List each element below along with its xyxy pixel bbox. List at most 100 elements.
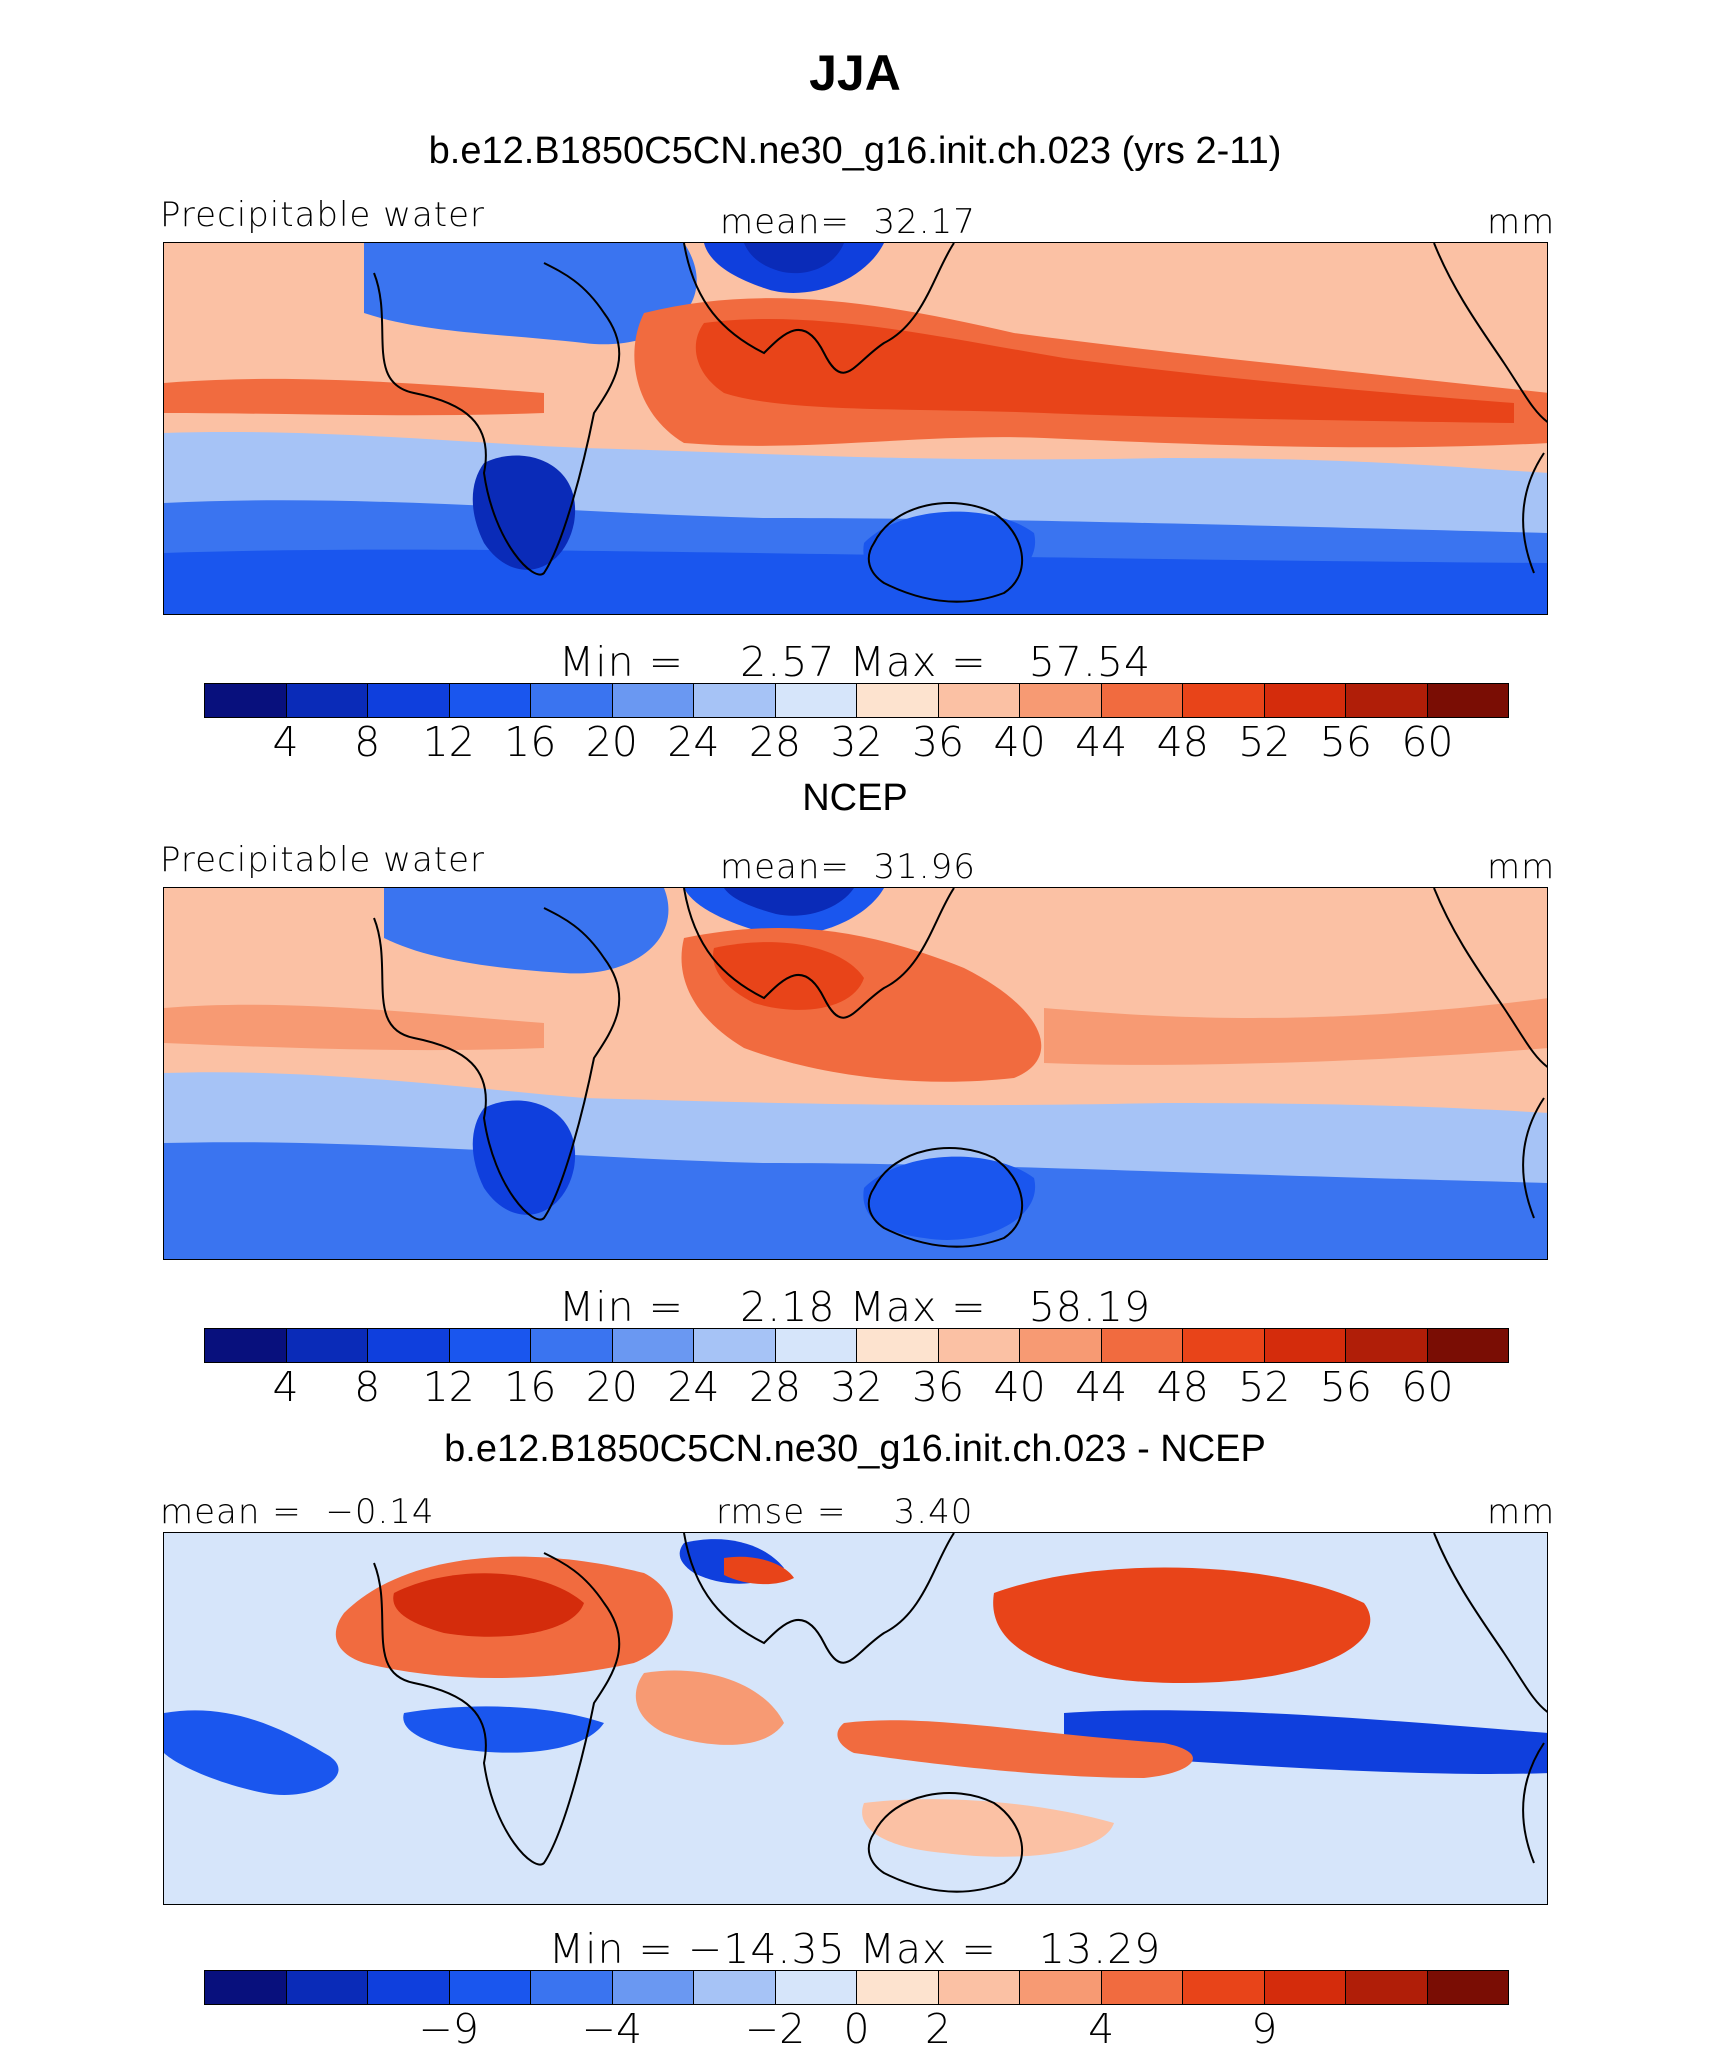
colorbar-swatch <box>612 1971 694 2004</box>
colorbar-swatch <box>1020 1971 1102 2004</box>
colorbar-swatch <box>775 1329 857 1362</box>
panel-2-map <box>163 887 1548 1260</box>
tick-label: 40 <box>993 1363 1046 1411</box>
colorbar-swatch <box>694 684 776 717</box>
tick-label: 32 <box>830 1363 883 1411</box>
colorbar-swatch <box>857 1971 939 2004</box>
panel-2-tick-labels: 4 8 12 16 20 24 28 32 36 40 44 48 52 56 60 <box>0 1363 1710 1413</box>
colorbar-swatch <box>286 684 368 717</box>
panel-3-map <box>163 1532 1548 1905</box>
panel-3-colorbar <box>204 1970 1509 2005</box>
panel-1-min-max: Min = 2.57 Max = 57.54 <box>558 638 1152 686</box>
colorbar-swatch <box>205 1329 287 1362</box>
colorbar-swatch <box>531 1971 613 2004</box>
colorbar-swatch <box>449 684 531 717</box>
tick-label: 56 <box>1319 718 1372 766</box>
south-pacific-positive <box>862 1799 1114 1857</box>
tick-label: 60 <box>1401 1363 1454 1411</box>
colorbar-swatch <box>449 1971 531 2004</box>
tibet-core <box>744 243 844 274</box>
north-africa-dry <box>384 888 669 974</box>
coastline-asia <box>683 888 955 1019</box>
coastline-australia <box>867 1792 1023 1893</box>
coastline-australia <box>867 502 1023 603</box>
panel-3-units-label: mm <box>1487 1492 1556 1532</box>
figure-title: JJA <box>809 45 901 101</box>
tick-label: 36 <box>911 718 965 766</box>
tibet-core <box>724 888 854 916</box>
australia-dry <box>863 1156 1036 1240</box>
colorbar-swatch <box>286 1971 368 2004</box>
tick-label: 44 <box>1075 718 1128 766</box>
panel-1-map <box>163 242 1548 615</box>
north-pacific-positive <box>993 1567 1371 1683</box>
colorbar-swatch <box>1264 1329 1346 1362</box>
north-africa-core <box>393 1573 584 1637</box>
coastline-americas <box>1433 1533 1547 1864</box>
tick-label: 28 <box>748 1363 802 1411</box>
tick-label: 8 <box>354 1363 381 1411</box>
tropical-band-negative <box>164 1710 339 1795</box>
colorbar-swatch <box>368 684 450 717</box>
coastline-asia <box>683 1533 955 1664</box>
australia-dry <box>863 511 1036 595</box>
colorbar-swatch <box>368 1329 450 1362</box>
tick-label: 4 <box>272 1363 299 1411</box>
colorbar-swatch <box>1020 1329 1102 1362</box>
tick-label: 20 <box>585 1363 638 1411</box>
tibet-dipole-positive <box>724 1556 794 1585</box>
africa-negative <box>403 1706 604 1753</box>
tick-label: 24 <box>667 718 720 766</box>
tick-label: 2 <box>925 2005 952 2053</box>
colorbar-swatch <box>1183 1329 1265 1362</box>
tick-label: 52 <box>1238 1363 1291 1411</box>
panel-1-title: b.e12.B1850C5CN.ne30_g16.init.ch.023 (yr… <box>428 130 1282 172</box>
colorbar-swatch <box>857 684 939 717</box>
coastline <box>373 262 621 576</box>
tick-label: 0 <box>843 2005 870 2053</box>
tick-label: 8 <box>354 718 381 766</box>
colorbar-swatch <box>938 1971 1020 2004</box>
colorbar-swatch <box>1101 1971 1183 2004</box>
tick-label: 48 <box>1156 1363 1209 1411</box>
tick-label: 16 <box>504 718 557 766</box>
tick-label: 12 <box>422 718 475 766</box>
panel-2-title: NCEP <box>802 777 908 819</box>
coastline-asia <box>683 243 955 374</box>
india-positive <box>635 1670 784 1745</box>
tick-label: 48 <box>1156 718 1209 766</box>
colorbar-swatch <box>612 1329 694 1362</box>
colorbar-swatch <box>938 1329 1020 1362</box>
colorbar-swatch <box>1346 684 1428 717</box>
itcz-africa <box>164 378 544 416</box>
panel-2-units-label: mm <box>1487 847 1556 887</box>
coastline <box>373 907 621 1221</box>
colorbar-swatch <box>1264 1971 1346 2004</box>
tick-label: −2 <box>744 2005 806 2053</box>
panel-3-mean-label: mean = −0.14 <box>160 1492 435 1532</box>
colorbar-swatch <box>531 684 613 717</box>
coastline-americas <box>1433 243 1547 574</box>
colorbar-swatch <box>1427 1329 1508 1362</box>
tick-label: 40 <box>993 718 1046 766</box>
colorbar-swatch <box>612 684 694 717</box>
pacific-band <box>1044 998 1547 1065</box>
warm-pool-core <box>713 942 864 1010</box>
colorbar-swatch <box>1183 684 1265 717</box>
tick-label: 4 <box>272 718 299 766</box>
itcz-africa <box>164 1004 544 1051</box>
colorbar-swatch <box>1346 1971 1428 2004</box>
colorbar-swatch <box>449 1329 531 1362</box>
panel-2-mean-label: mean= 31.96 <box>720 847 976 887</box>
colorbar-swatch <box>938 684 1020 717</box>
tick-label: 20 <box>585 718 638 766</box>
colorbar-swatch <box>1264 684 1346 717</box>
coastline <box>373 1552 621 1866</box>
southern-africa-dry <box>472 1100 576 1215</box>
colorbar-swatch <box>1101 684 1183 717</box>
panel-1-units-label: mm <box>1487 202 1556 242</box>
colorbar-swatch <box>1427 684 1508 717</box>
tick-label: 12 <box>422 1363 475 1411</box>
panel-1-colorbar <box>204 683 1509 718</box>
tick-label: 24 <box>667 1363 720 1411</box>
